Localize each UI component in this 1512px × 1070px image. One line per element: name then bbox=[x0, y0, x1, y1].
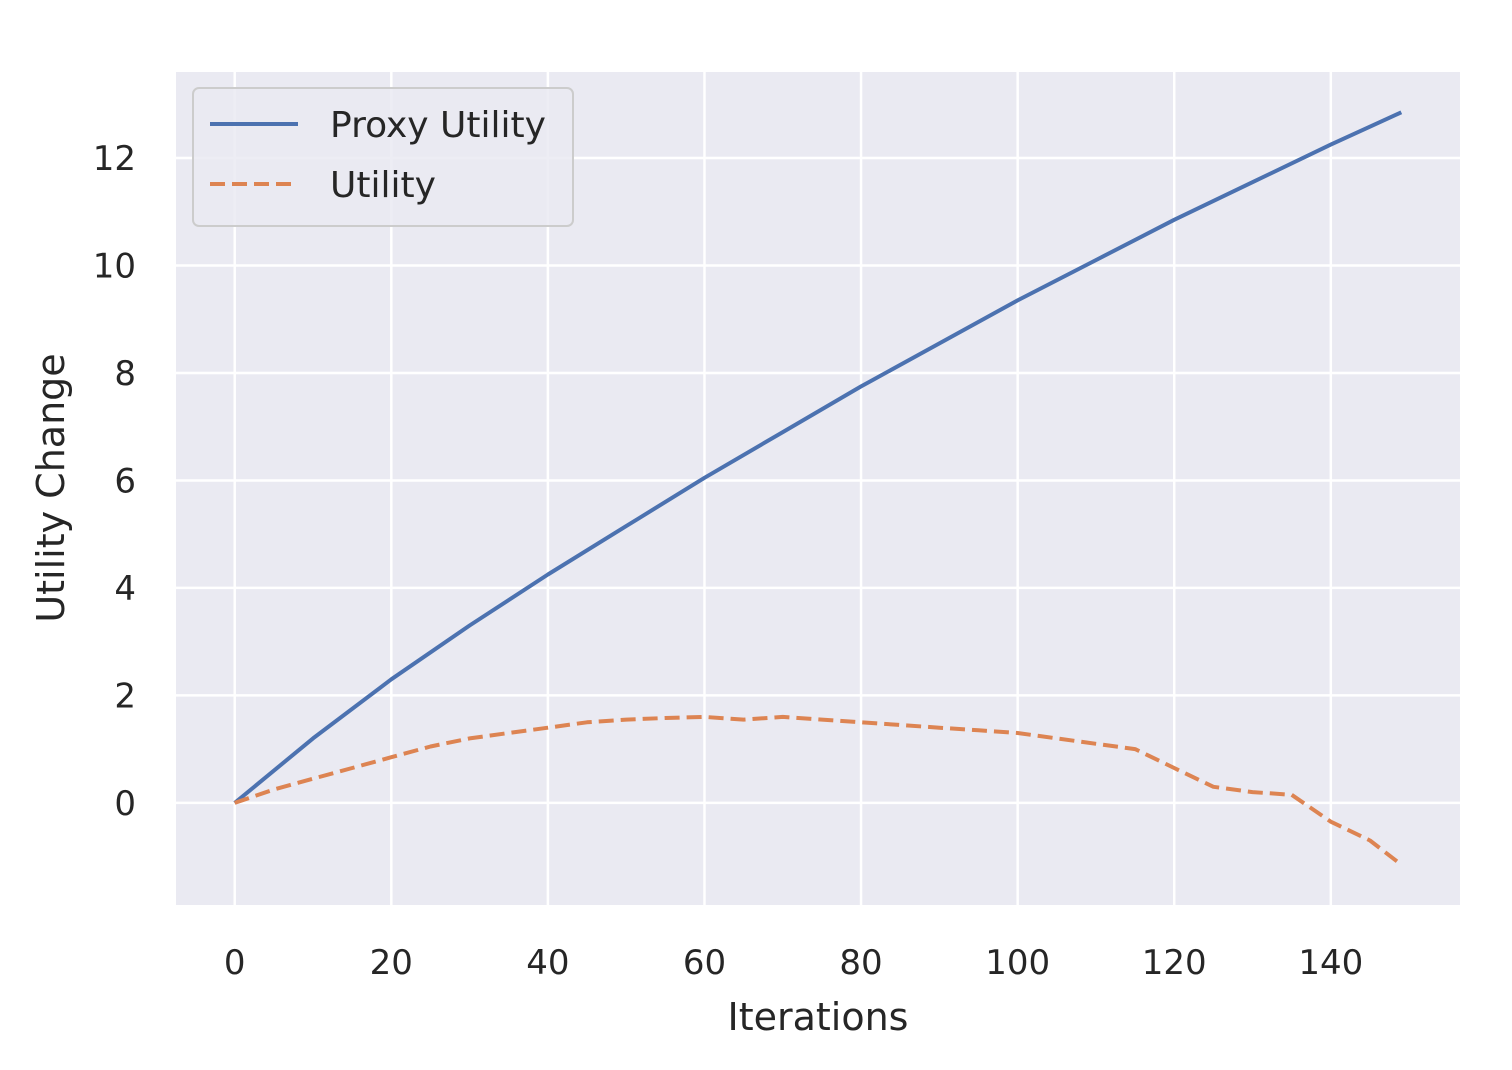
x-tick-label: 80 bbox=[839, 943, 882, 983]
y-tick-label: 0 bbox=[114, 784, 136, 824]
y-tick-labels: 0 2 4 6 8 10 12 bbox=[93, 139, 136, 824]
x-tick-label: 60 bbox=[683, 943, 726, 983]
series-line-proxy-utility bbox=[233, 110, 1403, 805]
y-tick-label: 12 bbox=[93, 139, 136, 179]
y-tick-label: 2 bbox=[114, 676, 136, 716]
x-tick-label: 20 bbox=[370, 943, 413, 983]
legend: Proxy Utility Utility bbox=[192, 87, 574, 227]
legend-label: Utility bbox=[330, 165, 436, 206]
y-tick-label: 10 bbox=[93, 246, 136, 286]
x-tick-label: 120 bbox=[1142, 943, 1207, 983]
x-axis-title: Iterations bbox=[728, 995, 909, 1039]
series-layer bbox=[233, 110, 1403, 867]
legend-label: Proxy Utility bbox=[330, 105, 546, 146]
y-tick-label: 4 bbox=[114, 569, 136, 609]
x-tick-label: 0 bbox=[224, 943, 246, 983]
x-tick-label: 100 bbox=[985, 943, 1050, 983]
y-axis-title: Utility Change bbox=[29, 353, 73, 622]
x-tick-label: 140 bbox=[1298, 943, 1363, 983]
x-tick-labels: 0 20 40 60 80 100 120 140 bbox=[224, 943, 1363, 983]
y-tick-label: 8 bbox=[114, 354, 136, 394]
x-tick-label: 40 bbox=[526, 943, 569, 983]
y-tick-label: 6 bbox=[114, 461, 136, 501]
series-line-utility bbox=[234, 714, 1403, 867]
